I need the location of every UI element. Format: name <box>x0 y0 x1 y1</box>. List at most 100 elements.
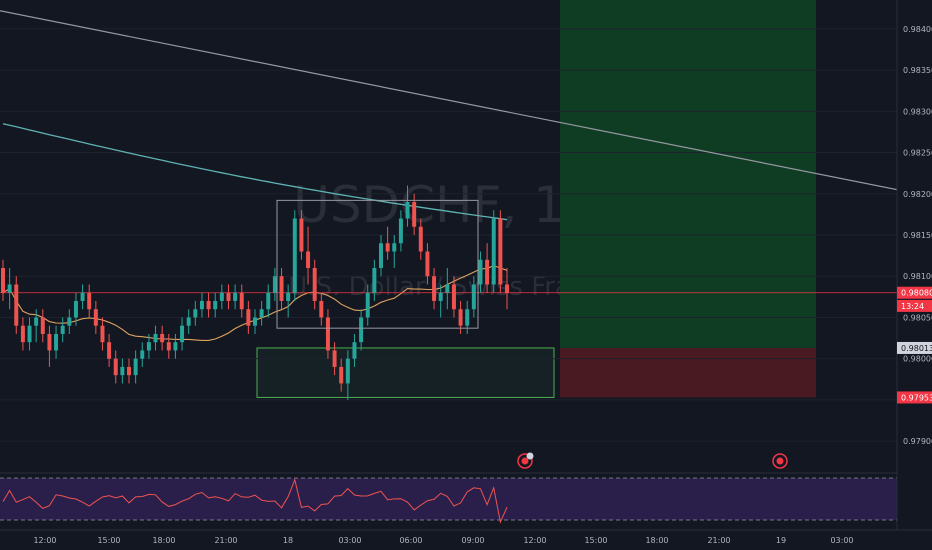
loss-zone[interactable] <box>560 347 816 398</box>
candle-body[interactable] <box>478 259 483 285</box>
event-markers[interactable] <box>517 452 788 469</box>
candle-body[interactable] <box>445 284 450 293</box>
rsi-pane[interactable]: 50.00 <box>0 472 932 524</box>
candle-body[interactable] <box>27 325 32 343</box>
candle-body[interactable] <box>239 292 244 310</box>
candle-body[interactable] <box>299 218 304 252</box>
candle-body[interactable] <box>14 284 19 326</box>
candle-body[interactable] <box>372 267 377 293</box>
candle-body[interactable] <box>306 251 311 268</box>
candle-body[interactable] <box>365 292 370 318</box>
range-box[interactable] <box>276 199 479 329</box>
candle-body[interactable] <box>359 317 364 343</box>
candle-body[interactable] <box>93 309 98 326</box>
candle-body[interactable] <box>166 342 171 351</box>
candle-body[interactable] <box>140 350 145 359</box>
candle-body[interactable] <box>465 309 470 326</box>
candle-body[interactable] <box>339 366 344 384</box>
candle-body[interactable] <box>266 292 271 310</box>
candle-body[interactable] <box>47 333 52 351</box>
candle-body[interactable] <box>332 350 337 367</box>
time-tick-label: 15:00 <box>97 536 120 545</box>
candle-body[interactable] <box>345 358 350 384</box>
candle-body[interactable] <box>146 342 151 351</box>
candle-body[interactable] <box>133 358 138 376</box>
candle-body[interactable] <box>438 292 443 301</box>
demand-zone-box[interactable] <box>256 347 555 398</box>
candle-body[interactable] <box>505 284 509 293</box>
time-tick-label: 15:00 <box>584 536 607 545</box>
candle-body[interactable] <box>120 366 125 376</box>
candle-body[interactable] <box>292 218 297 293</box>
candle-body[interactable] <box>127 366 131 376</box>
candle-body[interactable] <box>67 317 72 326</box>
candle-body[interactable] <box>471 284 476 310</box>
candle-body[interactable] <box>1 267 5 293</box>
candle-body[interactable] <box>458 309 463 326</box>
candle-body[interactable] <box>325 317 330 351</box>
candle-body[interactable] <box>80 292 85 301</box>
candle-body[interactable] <box>160 333 165 343</box>
price-tag[interactable] <box>897 286 932 299</box>
candle-body[interactable] <box>246 309 251 326</box>
candle-body[interactable] <box>173 342 178 351</box>
candle-body[interactable] <box>312 267 317 301</box>
price-tag[interactable] <box>897 299 932 312</box>
candle-body[interactable] <box>113 358 118 376</box>
candle-body[interactable] <box>392 243 397 252</box>
candle-body[interactable] <box>379 243 383 268</box>
candle-body[interactable] <box>259 309 264 318</box>
position-zones[interactable] <box>256 0 816 398</box>
candle-body[interactable] <box>451 284 456 310</box>
price-tag[interactable] <box>897 391 932 404</box>
candle-body[interactable] <box>491 218 496 285</box>
time-axis[interactable]: 12:00 15:00 18:00 21:00 18 03:00 06:00 09:00 12:… <box>0 529 932 545</box>
drawing-boxes[interactable] <box>276 199 479 329</box>
profit-zone[interactable] <box>560 0 816 348</box>
candle-body[interactable] <box>226 292 231 301</box>
candle-body[interactable] <box>40 317 45 334</box>
price-tag[interactable] <box>897 341 932 354</box>
candle-body[interactable] <box>286 292 291 301</box>
candle-body[interactable] <box>485 259 490 285</box>
candle-body[interactable] <box>405 202 410 219</box>
candle-body[interactable] <box>153 333 158 343</box>
candle-body[interactable] <box>60 325 65 334</box>
candle-body[interactable] <box>107 342 112 359</box>
candle-body[interactable] <box>7 284 12 293</box>
candle-body[interactable] <box>213 300 218 310</box>
candle-body[interactable] <box>412 202 417 227</box>
candle-body[interactable] <box>352 342 357 359</box>
candle-body[interactable] <box>233 292 238 301</box>
candle-body[interactable] <box>206 300 211 310</box>
candle-body[interactable] <box>279 276 284 301</box>
trendline[interactable] <box>0 10 898 191</box>
candle-body[interactable] <box>219 292 224 301</box>
candle-body[interactable] <box>180 325 185 343</box>
candle-body[interactable] <box>20 325 25 343</box>
time-tick-label: 12:00 <box>33 536 56 545</box>
candle-body[interactable] <box>398 218 403 244</box>
candle-body[interactable] <box>199 300 204 310</box>
candle-body[interactable] <box>87 292 92 310</box>
candle-body[interactable] <box>253 317 257 326</box>
candle-body[interactable] <box>73 300 78 318</box>
candle-body[interactable] <box>385 243 390 252</box>
candle-body[interactable] <box>432 276 437 301</box>
candle-body[interactable] <box>418 226 423 252</box>
candles[interactable] <box>1 185 509 400</box>
candle-body[interactable] <box>272 276 277 293</box>
candle-body[interactable] <box>100 325 105 343</box>
candle-body[interactable] <box>193 309 198 318</box>
ma-slow-line <box>2 123 508 221</box>
candle-body[interactable] <box>498 218 503 285</box>
candle-body[interactable] <box>319 300 324 318</box>
candle-body[interactable] <box>425 251 430 277</box>
candle-body[interactable] <box>54 333 59 351</box>
candle-body[interactable] <box>34 317 39 326</box>
candle-body[interactable] <box>186 317 191 326</box>
